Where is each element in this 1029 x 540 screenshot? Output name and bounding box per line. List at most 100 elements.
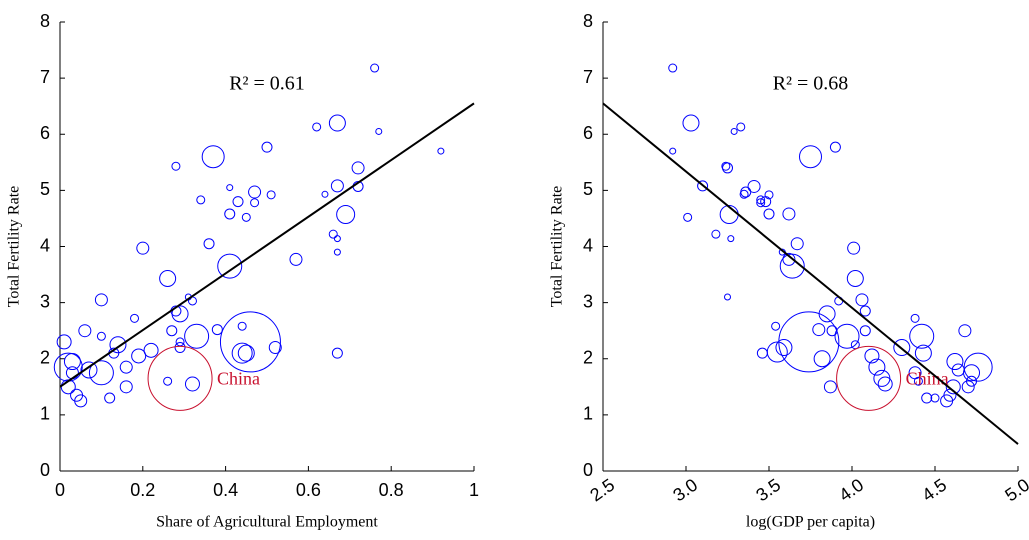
bubble (159, 269, 177, 287)
bubble (56, 334, 72, 350)
bubble (351, 161, 365, 175)
bubble (88, 360, 114, 386)
bubble (196, 195, 206, 205)
bubble (756, 347, 768, 359)
bubble (850, 340, 860, 350)
bubble (248, 185, 262, 199)
x-tick-label: 0.6 (296, 480, 321, 500)
y-tick-label: 8 (40, 11, 50, 31)
bubble (829, 141, 841, 153)
y-tick-label: 2 (40, 348, 50, 368)
bubble (859, 325, 871, 337)
bubble (763, 208, 775, 220)
bubble (864, 348, 880, 364)
y-tick-label: 1 (583, 404, 593, 424)
x-tick-label: 0.2 (130, 480, 155, 500)
bubble (375, 127, 383, 135)
bubble (823, 380, 837, 394)
bubble (893, 339, 911, 357)
y-tick-label: 5 (40, 179, 50, 199)
bubble (143, 342, 159, 358)
bubble (289, 252, 303, 266)
x-tick-label: 4.0 (835, 475, 867, 506)
bubble (237, 344, 255, 362)
bubble (250, 198, 260, 208)
bubble (963, 352, 993, 382)
bubble (921, 392, 933, 404)
bubble (203, 238, 215, 250)
y-tick-label: 6 (583, 123, 593, 143)
bubble (847, 241, 861, 255)
bubble (336, 205, 356, 225)
y-tick-label: 3 (583, 291, 593, 311)
bubble (711, 229, 721, 239)
bubble (764, 190, 774, 200)
bubble (333, 235, 341, 243)
bubble (790, 237, 804, 251)
bubble (175, 337, 185, 347)
y-tick-label: 7 (40, 67, 50, 87)
x-tick-label: 0.4 (213, 480, 238, 500)
x-tick-label: 0 (55, 480, 65, 500)
bubble (268, 341, 282, 355)
x-axis-title: log(GDP per capita) (746, 514, 875, 531)
y-tick-label: 6 (40, 123, 50, 143)
y-tick-label: 7 (583, 67, 593, 87)
bubble (224, 208, 236, 220)
bubble (331, 347, 343, 359)
bubble (174, 342, 186, 354)
bubble (65, 366, 79, 380)
y-axis-title: Total Fertility Rate (6, 186, 23, 308)
y-tick-label: 4 (40, 235, 50, 255)
bubble (131, 348, 147, 364)
x-tick-label: 0.8 (379, 480, 404, 500)
bubble (226, 184, 234, 192)
bubble (914, 344, 932, 362)
bubble (232, 196, 244, 208)
y-tick-label: 2 (583, 348, 593, 368)
bubble (184, 376, 200, 392)
bubble (683, 212, 693, 222)
y-tick-label: 8 (583, 11, 593, 31)
bubble (147, 345, 213, 411)
annotation: R² = 0.68 (773, 73, 849, 95)
bubble (766, 341, 788, 363)
bubble (330, 179, 344, 193)
bubble (328, 229, 338, 239)
bubble (739, 189, 749, 199)
bubble (171, 305, 189, 323)
bubble (859, 305, 871, 317)
bubble (966, 375, 978, 387)
fit-line (59, 102, 475, 388)
bubble (740, 186, 752, 198)
bubble (760, 196, 772, 208)
bubble (104, 392, 116, 404)
bubble (219, 311, 281, 373)
bubble (171, 161, 181, 171)
bubble (868, 358, 886, 376)
bubble (913, 376, 923, 386)
bubble (109, 336, 127, 354)
bubble (778, 311, 840, 373)
bubble (846, 269, 864, 287)
x-tick-label: 1 (469, 480, 479, 500)
bubble (241, 212, 251, 222)
bubble (909, 323, 935, 349)
bubble (211, 324, 223, 336)
bubble (782, 207, 796, 221)
bubble (775, 339, 793, 357)
bubble (697, 180, 709, 192)
bubble (96, 331, 106, 341)
bubble (321, 190, 329, 198)
bubble (668, 63, 678, 73)
bubble (877, 376, 893, 392)
bubble (756, 198, 766, 208)
bubble (328, 114, 346, 132)
bubble (946, 353, 964, 371)
bubble (312, 122, 322, 132)
x-axis-title: Share of Agricultural Employment (156, 514, 378, 531)
bubble (231, 342, 253, 364)
y-tick-label: 5 (583, 179, 593, 199)
bubble (217, 253, 243, 279)
